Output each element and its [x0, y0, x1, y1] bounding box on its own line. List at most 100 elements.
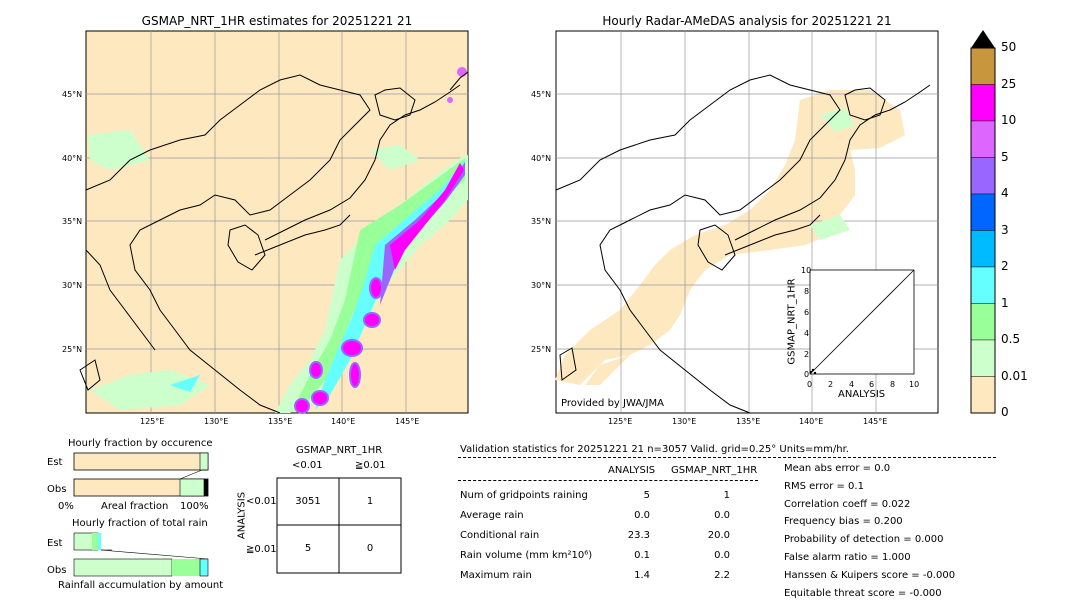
- validation-score: RMS error = 0.1: [784, 480, 864, 492]
- colorbar-label: 0.01: [1001, 368, 1028, 383]
- validation-row-label: Num of gridpoints raining: [460, 490, 588, 501]
- contingency-cell-00: 3051: [295, 496, 321, 507]
- scatter-xtick-2: 2: [828, 380, 834, 389]
- colorbar-cell: [970, 230, 996, 268]
- scatter-ytick-8: 8: [804, 287, 810, 296]
- validation-divider-cols: [458, 480, 758, 481]
- scatter-xtick-4: 4: [849, 380, 855, 389]
- contingency-row-axis: ANALYSIS: [236, 491, 248, 540]
- validation-col-gsmap: GSMAP_NRT_1HR: [671, 465, 758, 476]
- colorbar-cell: [970, 193, 996, 231]
- left-lat-45: 45°N: [62, 90, 83, 99]
- colorbar-cell: [970, 84, 996, 122]
- radar-credit: Provided by JWA/JMA: [561, 398, 664, 409]
- contingency-row-lt: <0.01: [246, 496, 277, 507]
- colorbar-cell: [970, 47, 996, 85]
- fraction-occurrence-est: Est: [47, 457, 63, 468]
- colorbar-label: 5: [1001, 149, 1009, 164]
- contingency-grid: [276, 477, 402, 574]
- left-map-title: GSMAP_NRT_1HR estimates for 20251221 21: [141, 14, 413, 28]
- scatter-xtick-10: 10: [909, 380, 920, 389]
- left-map-rain: [88, 67, 468, 414]
- validation-score: Correlation coeff = 0.022: [784, 498, 911, 510]
- right-lat-25: 25°N: [531, 345, 552, 354]
- right-lon-125: 125°E: [608, 417, 633, 426]
- contingency-cell-11: 0: [366, 543, 374, 554]
- fraction-occurrence-obs: Obs: [47, 484, 67, 495]
- right-lat-45: 45°N: [531, 90, 552, 99]
- validation-row-gsmap: 0.0: [714, 510, 730, 521]
- colorbar-cell: [970, 376, 996, 414]
- right-lat-30: 30°N: [531, 281, 552, 290]
- colorbar-cell: [970, 157, 996, 195]
- left-lon-140: 140°E: [331, 417, 356, 426]
- validation-score: Frequency bias = 0.200: [784, 516, 903, 528]
- colorbar-label: 0: [1001, 405, 1009, 419]
- right-lat-35: 35°N: [531, 217, 552, 226]
- left-map-coast: [79, 71, 469, 414]
- fraction-total-est: Est: [47, 538, 63, 549]
- scatter-ytick-10: 10: [801, 266, 812, 275]
- validation-row-analysis: 5: [643, 490, 650, 501]
- colorbar-label: 3: [1001, 222, 1009, 237]
- fraction-occurrence-title: Hourly fraction by occurence: [68, 438, 213, 449]
- right-map-coast: [555, 74, 931, 414]
- right-map-title: Hourly Radar-AMeDAS analysis for 2025122…: [602, 14, 892, 28]
- validation-row-analysis: 0.0: [634, 510, 650, 521]
- colorbar-cell: [970, 339, 996, 377]
- left-lat-40: 40°N: [62, 154, 83, 163]
- colorbar-label: 1: [1001, 295, 1009, 310]
- right-map-rain: [810, 108, 855, 240]
- scatter-point: [809, 370, 813, 374]
- contingency-title: GSMAP_NRT_1HR: [296, 445, 383, 456]
- validation-row-gsmap: 20.0: [707, 530, 730, 541]
- right-lon-145: 145°E: [863, 417, 888, 426]
- fraction-total-chart: [73, 532, 209, 577]
- scatter-xtick-0: 0: [807, 380, 813, 389]
- scatter-ytick-0: 0: [804, 370, 810, 379]
- validation-row-label: Rain volume (mm km²10⁶): [460, 550, 593, 561]
- colorbar-label: 25: [1001, 76, 1017, 91]
- validation-score: False alarm ratio = 1.000: [784, 552, 911, 563]
- fraction-axis-100: 100%: [180, 501, 209, 512]
- right-lon-135: 135°E: [736, 417, 761, 426]
- scatter-xtick-8: 8: [890, 380, 896, 389]
- scatter-point: [813, 371, 817, 375]
- fraction-total-axis-label: Rainfall accumulation by amount: [58, 580, 224, 591]
- validation-row-analysis: 23.3: [627, 530, 650, 541]
- fraction-occurrence-chart: [73, 452, 209, 497]
- validation-row-gsmap: 2.2: [714, 570, 730, 581]
- fraction-axis-label: Areal fraction: [101, 501, 169, 512]
- left-map: [79, 30, 469, 414]
- contingency-row-ge: ≧0.01: [246, 544, 277, 555]
- validation-header: Validation statistics for 20251221 21 n=…: [460, 444, 849, 455]
- colorbar-cell: [970, 120, 996, 158]
- fraction-total-obs: Obs: [47, 565, 67, 576]
- scatter-diagonal: [809, 269, 915, 375]
- validation-score: Hanssen & Kuipers score = -0.000: [784, 569, 956, 581]
- scatter-xlabel: ANALYSIS: [838, 389, 886, 400]
- contingency-col-lt: <0.01: [292, 460, 323, 471]
- left-lon-135: 135°E: [268, 417, 293, 426]
- scatter-ylabel: GSMAP_NRT_1HR: [786, 278, 798, 365]
- fraction-total-title: Hourly fraction of total rain: [72, 518, 208, 529]
- colorbar-cell: [970, 266, 996, 304]
- validation-col-analysis: ANALYSIS: [608, 465, 656, 476]
- scatter-ytick-6: 6: [804, 308, 810, 317]
- left-lon-125: 125°E: [140, 417, 165, 426]
- right-lon-130: 130°E: [672, 417, 697, 426]
- contingency-col-ge: ≧0.01: [355, 460, 386, 471]
- validation-score: Equitable threat score = -0.000: [784, 587, 942, 599]
- colorbar-cell: [970, 303, 996, 341]
- left-lon-145: 145°E: [395, 417, 420, 426]
- colorbar-label: 2: [1001, 259, 1009, 273]
- colorbar-extend-arrow: [971, 30, 995, 48]
- validation-score: Probability of detection = 0.000: [784, 534, 944, 546]
- colorbar: [970, 30, 996, 414]
- validation-row-gsmap: 1: [723, 490, 730, 501]
- colorbar-label: 10: [1001, 113, 1017, 127]
- validation-row-label: Maximum rain: [460, 570, 532, 581]
- colorbar-label: 4: [1001, 186, 1009, 200]
- left-lon-130: 130°E: [204, 417, 229, 426]
- right-lon-140: 140°E: [799, 417, 824, 426]
